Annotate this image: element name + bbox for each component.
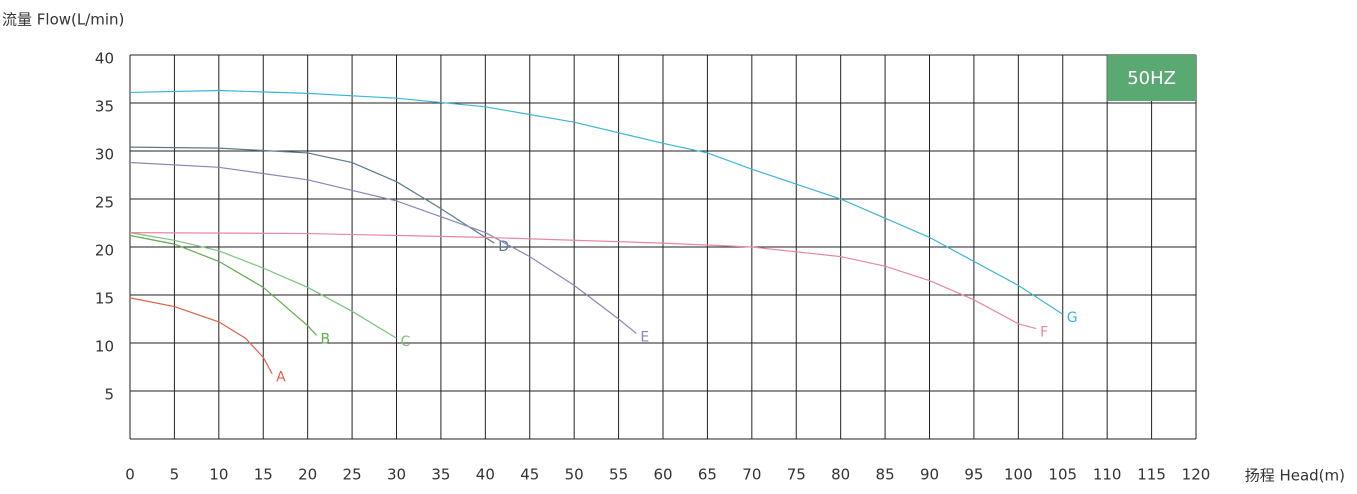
y-tick-label: 25	[95, 194, 114, 212]
x-tick-label: 75	[787, 466, 806, 484]
curve-label: C	[401, 334, 411, 350]
curve	[129, 232, 397, 339]
badge: 50HZ	[1127, 68, 1176, 89]
curve-label: A	[276, 370, 286, 386]
curve	[129, 161, 637, 334]
curve-label: E	[640, 329, 649, 345]
x-tick-label: 30	[387, 466, 406, 484]
x-tick-label: 120	[1182, 466, 1211, 484]
x-tick-label: 60	[653, 466, 672, 484]
x-tick-label: 80	[831, 466, 850, 484]
x-tick-label: 70	[742, 466, 761, 484]
chart-title: 流量 Flow(L/min)	[2, 11, 124, 29]
x-tick-label: 15	[254, 466, 273, 484]
y-tick-label: 10	[95, 338, 114, 356]
curve	[129, 89, 1064, 315]
x-tick-label: 55	[609, 466, 628, 484]
x-tick-label: 100	[1004, 466, 1033, 484]
curve	[129, 232, 1037, 330]
x-tick-label: 0	[125, 466, 135, 484]
curve	[129, 297, 273, 375]
x-tick-label: 40	[476, 466, 495, 484]
y-tick-label: 40	[95, 50, 114, 68]
y-tick-label: 15	[95, 290, 114, 308]
curve-label: B	[321, 331, 331, 347]
x-tick-label: 95	[964, 466, 983, 484]
x-axis-label: 扬程 Head(m)	[1245, 467, 1345, 485]
x-tick-label: 10	[209, 466, 228, 484]
x-tick-label: 35	[431, 466, 450, 484]
y-tick-label: 5	[104, 386, 114, 404]
curve	[129, 146, 495, 244]
x-tick-label: 65	[698, 466, 717, 484]
x-tick-label: 105	[1048, 466, 1077, 484]
x-tick-label: 45	[520, 466, 539, 484]
x-tick-label: 5	[170, 466, 180, 484]
y-tick-label: 20	[95, 242, 114, 260]
curve-label: D	[498, 239, 509, 255]
x-tick-label: 20	[298, 466, 317, 484]
x-tick-label: 50	[565, 466, 584, 484]
curve-label: F	[1040, 325, 1048, 341]
x-tick-label: 85	[876, 466, 895, 484]
x-tick-label: 110	[1093, 466, 1122, 484]
y-tick-label: 35	[95, 98, 114, 116]
x-tick-label: 90	[920, 466, 939, 484]
badge-box	[1107, 55, 1196, 101]
x-tick-label: 115	[1137, 466, 1166, 484]
curve-label: G	[1067, 310, 1078, 326]
x-tick-label: 25	[343, 466, 362, 484]
y-tick-label: 30	[95, 146, 114, 164]
curve	[129, 234, 317, 336]
